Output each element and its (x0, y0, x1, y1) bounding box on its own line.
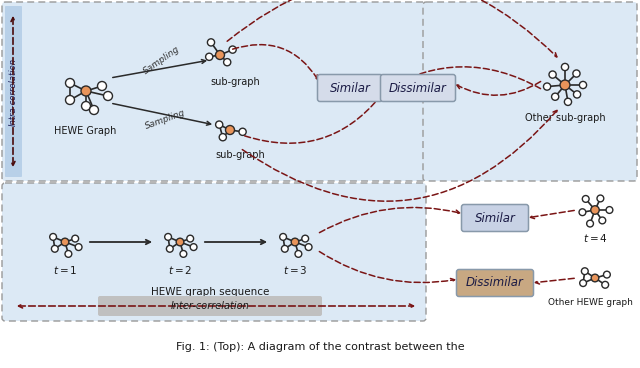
Text: Sampling: Sampling (142, 44, 182, 76)
FancyBboxPatch shape (5, 6, 22, 177)
Text: Sampling: Sampling (143, 109, 186, 131)
Circle shape (216, 121, 223, 128)
Circle shape (225, 125, 234, 134)
Circle shape (604, 271, 611, 278)
FancyBboxPatch shape (98, 296, 322, 316)
Text: $t=4$: $t=4$ (582, 232, 607, 244)
Circle shape (591, 206, 599, 214)
FancyBboxPatch shape (423, 2, 637, 181)
Text: $t=2$: $t=2$ (168, 264, 192, 276)
Circle shape (219, 134, 227, 141)
Circle shape (229, 46, 236, 53)
Circle shape (552, 93, 559, 100)
Circle shape (207, 39, 214, 46)
Circle shape (187, 235, 193, 242)
FancyBboxPatch shape (317, 74, 383, 102)
Circle shape (166, 245, 173, 252)
Circle shape (61, 238, 69, 246)
Circle shape (76, 244, 82, 251)
Circle shape (587, 220, 593, 227)
Circle shape (81, 86, 91, 96)
Circle shape (97, 81, 106, 91)
Text: Dissimilar: Dissimilar (466, 276, 524, 290)
Circle shape (579, 209, 586, 216)
Circle shape (573, 70, 580, 77)
Circle shape (104, 92, 113, 100)
Circle shape (65, 251, 72, 257)
Circle shape (580, 280, 586, 287)
Circle shape (50, 234, 56, 240)
Text: sub-graph: sub-graph (210, 77, 260, 87)
Circle shape (164, 234, 172, 240)
Circle shape (72, 235, 79, 242)
Circle shape (591, 274, 599, 282)
FancyBboxPatch shape (456, 269, 534, 297)
Circle shape (573, 91, 580, 98)
FancyBboxPatch shape (381, 74, 456, 102)
FancyBboxPatch shape (461, 205, 529, 231)
Circle shape (602, 282, 609, 288)
Circle shape (549, 71, 556, 78)
Circle shape (190, 244, 197, 251)
Text: Similar: Similar (330, 81, 371, 95)
Text: Similar: Similar (475, 212, 515, 224)
Circle shape (302, 235, 308, 242)
FancyBboxPatch shape (2, 183, 426, 321)
Circle shape (581, 268, 588, 275)
Circle shape (560, 80, 570, 90)
Circle shape (564, 98, 572, 106)
Text: Other HEWE graph: Other HEWE graph (548, 298, 632, 307)
Text: Dissimilar: Dissimilar (389, 81, 447, 95)
Circle shape (543, 83, 550, 90)
Circle shape (180, 251, 187, 257)
Circle shape (223, 59, 231, 66)
Circle shape (280, 234, 287, 240)
Circle shape (295, 251, 302, 257)
Circle shape (606, 206, 613, 213)
Text: HEWE graph sequence: HEWE graph sequence (151, 287, 269, 297)
Circle shape (291, 238, 299, 246)
FancyBboxPatch shape (2, 2, 426, 181)
Circle shape (282, 245, 288, 252)
Text: Intra-correlation: Intra-correlation (9, 57, 18, 125)
Text: sub-graph: sub-graph (215, 150, 265, 160)
Circle shape (599, 217, 605, 224)
Circle shape (81, 102, 90, 110)
Text: Other sub-graph: Other sub-graph (525, 113, 605, 123)
Circle shape (561, 63, 568, 71)
Circle shape (51, 245, 58, 252)
Text: Fig. 1: (Top): A diagram of the contrast between the: Fig. 1: (Top): A diagram of the contrast… (176, 342, 464, 352)
Circle shape (90, 106, 99, 114)
Circle shape (216, 50, 225, 60)
Circle shape (305, 244, 312, 251)
Circle shape (176, 238, 184, 246)
Circle shape (582, 195, 589, 202)
Circle shape (205, 53, 212, 60)
Text: Inter-correlation: Inter-correlation (171, 301, 250, 311)
Circle shape (239, 128, 246, 135)
Circle shape (579, 81, 587, 89)
Circle shape (65, 96, 74, 105)
Circle shape (597, 195, 604, 202)
Text: $t=3$: $t=3$ (283, 264, 307, 276)
Text: $t=1$: $t=1$ (52, 264, 77, 276)
Text: HEWE Graph: HEWE Graph (54, 126, 116, 136)
Circle shape (65, 78, 74, 88)
